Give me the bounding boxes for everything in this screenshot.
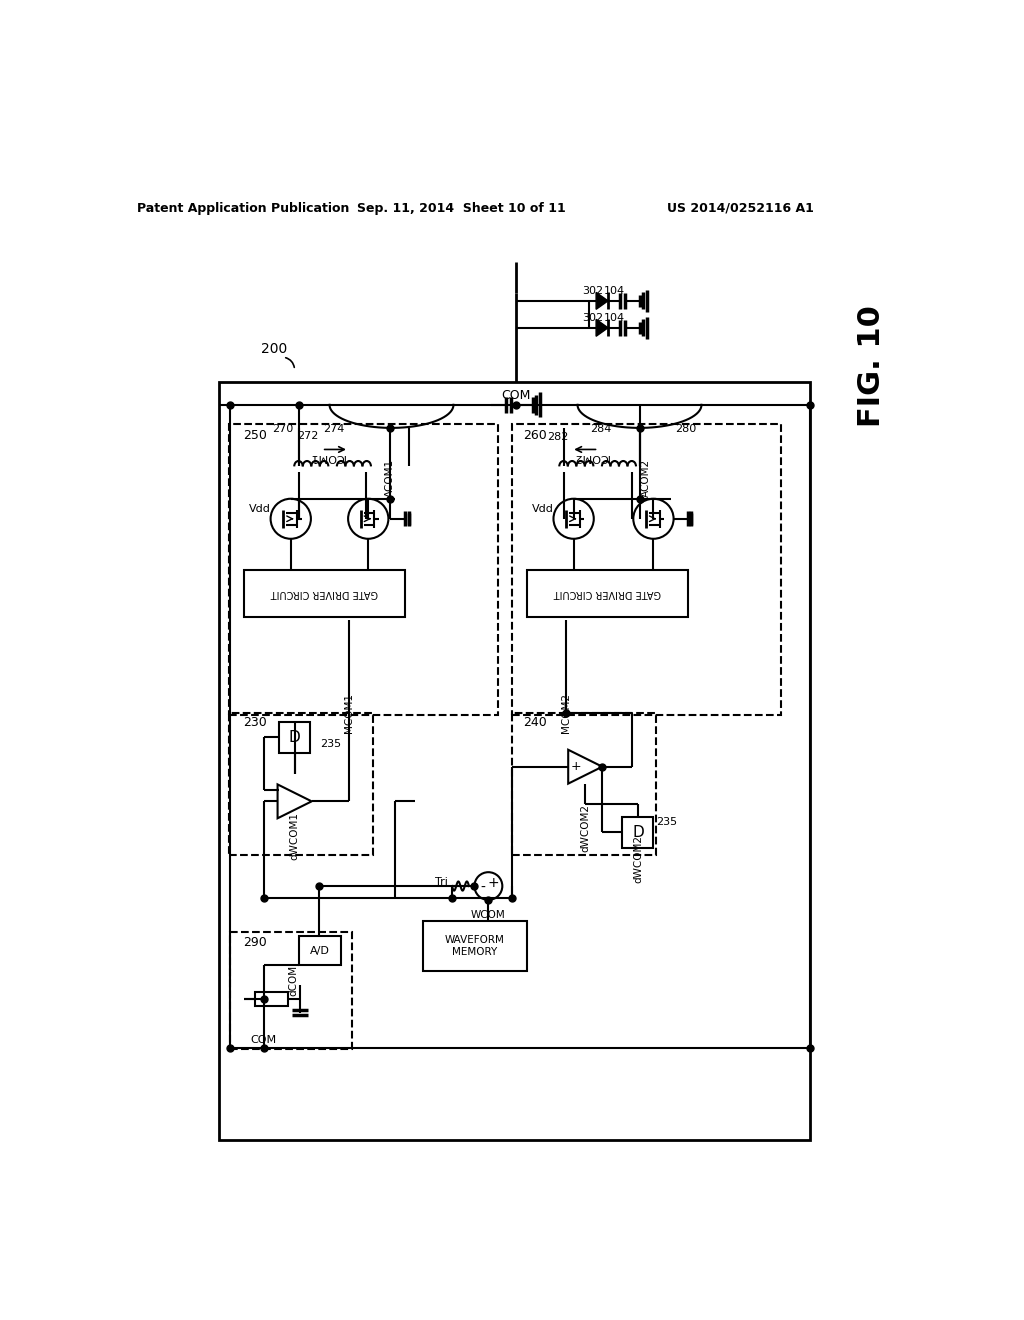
Bar <box>512 424 780 715</box>
Text: 235: 235 <box>321 739 342 748</box>
Bar <box>230 932 352 1049</box>
Text: D: D <box>289 730 300 744</box>
Text: +: + <box>570 760 582 774</box>
Polygon shape <box>596 293 608 309</box>
Text: dWCOM1: dWCOM1 <box>290 812 300 861</box>
Text: 302: 302 <box>583 286 603 296</box>
Text: GATE DRIVER CIRCUIT: GATE DRIVER CIRCUIT <box>554 589 662 598</box>
Text: 200: 200 <box>260 342 287 356</box>
Text: 274: 274 <box>323 425 344 434</box>
Text: MCOM1: MCOM1 <box>344 693 354 733</box>
Text: Vdd: Vdd <box>531 504 554 513</box>
Text: 235: 235 <box>656 817 677 828</box>
Text: GATE DRIVER CIRCUIT: GATE DRIVER CIRCUIT <box>271 589 379 598</box>
Bar <box>527 570 688 616</box>
Text: -: - <box>480 880 485 895</box>
Text: D: D <box>632 825 644 840</box>
Text: WAVEFORM
MEMORY: WAVEFORM MEMORY <box>444 936 505 957</box>
Text: 240: 240 <box>523 717 547 730</box>
Text: Tri: Tri <box>435 878 449 887</box>
Text: COM: COM <box>251 1035 276 1045</box>
Text: 260: 260 <box>523 429 547 442</box>
Text: MCOM2: MCOM2 <box>561 693 570 733</box>
Text: dWCOM2: dWCOM2 <box>581 804 590 853</box>
Bar <box>255 993 288 1006</box>
Text: 282: 282 <box>548 432 568 442</box>
Bar <box>228 713 373 855</box>
Text: dCOM: dCOM <box>288 965 298 997</box>
Bar <box>299 936 341 965</box>
Text: 230: 230 <box>243 717 266 730</box>
Text: A/D: A/D <box>309 945 330 956</box>
Text: 270: 270 <box>272 425 294 434</box>
Text: ACOM2: ACOM2 <box>641 459 650 498</box>
Text: 104: 104 <box>604 313 626 323</box>
Text: 104: 104 <box>604 286 626 296</box>
Bar <box>245 570 406 616</box>
Text: 280: 280 <box>676 425 696 434</box>
Polygon shape <box>596 319 608 337</box>
Bar <box>219 381 810 1140</box>
Text: Vdd: Vdd <box>249 504 270 513</box>
Text: 302: 302 <box>583 313 603 323</box>
Text: 272: 272 <box>297 430 318 441</box>
Text: FIG. 10: FIG. 10 <box>857 305 887 428</box>
Text: +: + <box>487 876 499 890</box>
Text: ICOM2: ICOM2 <box>572 453 609 462</box>
Text: 250: 250 <box>243 429 266 442</box>
Text: ICOM1: ICOM1 <box>309 453 345 462</box>
Bar <box>623 817 653 847</box>
Bar <box>228 424 498 715</box>
Bar <box>423 921 527 970</box>
Text: US 2014/0252116 A1: US 2014/0252116 A1 <box>667 202 814 215</box>
Text: 290: 290 <box>243 936 266 949</box>
Text: 284: 284 <box>590 425 611 434</box>
Text: Sep. 11, 2014  Sheet 10 of 11: Sep. 11, 2014 Sheet 10 of 11 <box>357 202 565 215</box>
Text: ACOM1: ACOM1 <box>385 459 395 498</box>
Text: WCOM: WCOM <box>471 909 506 920</box>
Text: Patent Application Publication: Patent Application Publication <box>136 202 349 215</box>
Text: COM: COM <box>501 389 530 403</box>
Bar <box>280 722 310 752</box>
Bar <box>512 713 655 855</box>
Text: dWCOM2: dWCOM2 <box>633 836 643 883</box>
